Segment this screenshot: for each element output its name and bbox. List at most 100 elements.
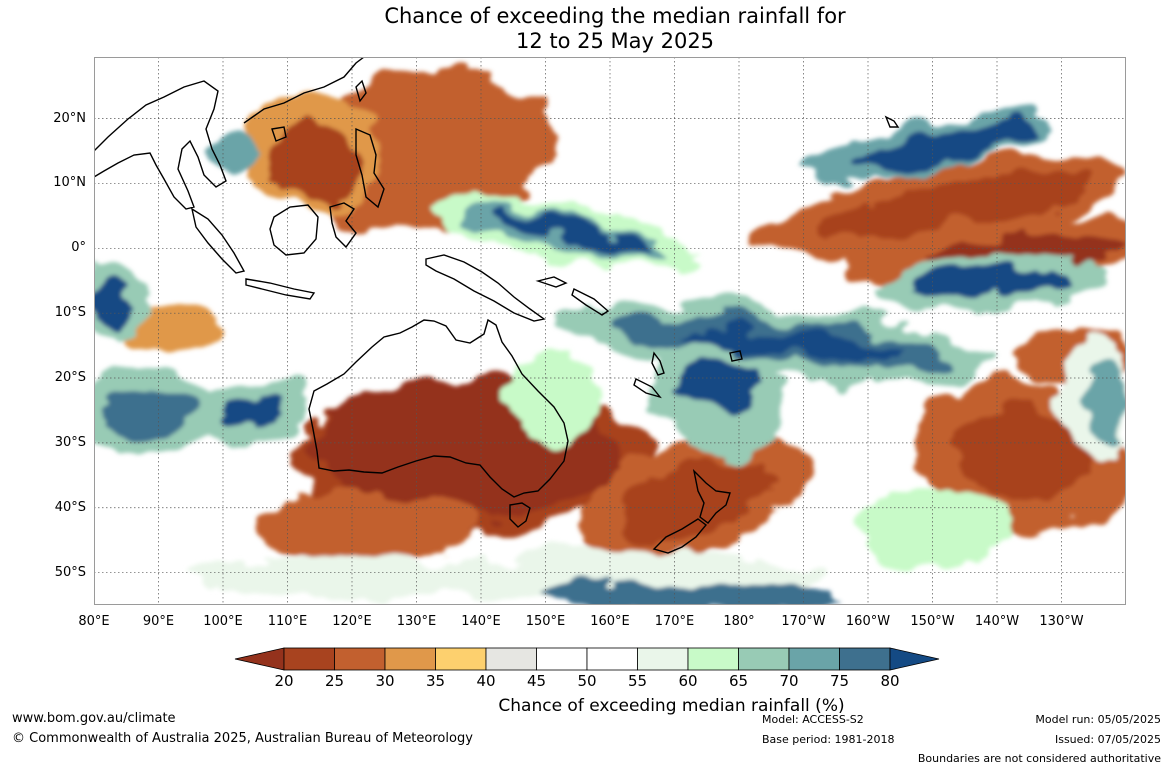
map-frame <box>94 57 1126 605</box>
longitude-label: 150°W <box>910 614 955 629</box>
probability-region <box>495 213 653 251</box>
hainan-coastline <box>271 126 287 142</box>
colorbar-tick-label: 65 <box>728 672 749 690</box>
tasmania-coastline <box>509 502 531 528</box>
colorbar-tick-label: 20 <box>274 672 294 690</box>
colorbar-label: Chance of exceeding median rainfall (%) <box>498 696 845 716</box>
taiwan-coastline <box>355 79 367 103</box>
colorbar-tick-label: 35 <box>425 672 446 690</box>
probability-region <box>509 352 599 442</box>
longitude-label: 140°E <box>461 614 501 629</box>
probability-region <box>955 409 1093 505</box>
latitude-label: 10°S <box>54 305 86 321</box>
longitude-label: 160°W <box>845 614 891 629</box>
vanuatu-coastline <box>651 351 665 376</box>
longitude-label: 100°E <box>203 614 243 629</box>
coastlines <box>94 57 900 554</box>
issued-date: Issued: 07/05/2025 <box>1054 733 1161 746</box>
probability-region <box>1086 357 1122 437</box>
colorbar-box <box>738 647 790 671</box>
rainfall-map-svg <box>94 57 1126 605</box>
java-coastline <box>245 278 316 300</box>
longitude-label: 150°E <box>525 614 566 629</box>
longitude-label: 160°E <box>590 614 630 629</box>
base-period: Base period: 1981-2018 <box>762 733 895 746</box>
probability-region <box>129 302 219 352</box>
borneo-coastline <box>269 204 319 256</box>
colorbar-box <box>384 647 436 671</box>
nz-north-island-coastline <box>692 468 731 524</box>
chart-title: Chance of exceeding the median rainfall … <box>0 4 1173 54</box>
solomon-islands-coastline <box>571 288 610 316</box>
probability-region <box>305 378 543 476</box>
title-line-2: 12 to 25 May 2025 <box>515 29 715 53</box>
probability-region <box>209 127 259 177</box>
colorbar-tick-label: 75 <box>829 672 850 690</box>
colorbar-box <box>586 647 638 671</box>
latitude-label: 50°S <box>54 564 86 580</box>
probability-region <box>854 487 1014 567</box>
new-guinea-coastline <box>425 254 546 322</box>
australia-coastline <box>308 318 569 498</box>
longitude-label: 130°E <box>396 614 437 629</box>
asia-mainland-coastline <box>94 80 227 210</box>
colorbar-tick-label: 50 <box>577 672 597 690</box>
probability-region <box>224 398 284 426</box>
sulawesi-coastline <box>329 202 357 249</box>
sumatra-coastline <box>190 207 246 274</box>
latitude-label: 20°S <box>54 370 86 386</box>
hawaii-coastline <box>884 115 900 128</box>
longitude-label: 110°E <box>267 614 308 629</box>
latitude-label: 40°S <box>54 499 86 515</box>
probability-region <box>674 329 914 361</box>
probability-region <box>254 492 474 562</box>
website-link[interactable]: www.bom.gov.au/climate <box>12 711 176 726</box>
colorbar-upper-extend <box>889 647 940 671</box>
rainfall-map <box>94 57 1126 605</box>
colorbar-tick-label: 40 <box>476 672 496 690</box>
latitude-label: 10°N <box>53 175 86 191</box>
longitude-label: 130°W <box>1039 614 1084 629</box>
probability-region <box>617 454 771 540</box>
probability-region <box>914 268 1074 296</box>
latitude-label: 0° <box>71 240 86 256</box>
new-britain-coastline <box>535 276 568 288</box>
colorbar-tick-label: 55 <box>627 672 648 690</box>
colorbar-box <box>687 647 739 671</box>
longitude-label: 90°E <box>142 614 175 629</box>
colorbar-box <box>485 647 537 671</box>
boundaries-disclaimer: Boundaries are not considered authoritat… <box>917 752 1161 765</box>
colorbar-box <box>788 647 840 671</box>
probability-field <box>94 70 1126 605</box>
longitude-label: 140°W <box>974 614 1020 629</box>
colorbar-svg <box>234 647 940 671</box>
probability-region <box>816 173 1092 241</box>
colorbar-box <box>839 647 891 671</box>
colorbar-tick-label: 30 <box>375 672 395 690</box>
probability-region <box>269 122 359 202</box>
colorbar <box>234 646 940 672</box>
probability-region <box>682 357 756 417</box>
colorbar-lower-extend <box>234 647 285 671</box>
latitude-label: 20°N <box>53 110 86 126</box>
longitude-label: 180° <box>723 614 755 629</box>
philippines-coastline <box>355 127 385 209</box>
model-name: Model: ACCESS-S2 <box>762 713 864 726</box>
colorbar-box <box>536 647 588 671</box>
colorbar-tick-label: 70 <box>779 672 799 690</box>
longitude-label: 170°W <box>781 614 826 629</box>
longitude-label: 170°E <box>654 614 695 629</box>
china-east-coastline <box>243 57 365 124</box>
colorbar-box <box>435 647 487 671</box>
colorbar-tick-label: 25 <box>324 672 345 690</box>
colorbar-tick-label: 60 <box>678 672 698 690</box>
colorbar-box <box>637 647 689 671</box>
longitude-label: 80°E <box>78 614 110 629</box>
graticule <box>94 57 1126 605</box>
colorbar-box <box>334 647 386 671</box>
probability-region <box>544 583 844 605</box>
colorbar-tick-label: 45 <box>526 672 547 690</box>
probability-region <box>855 126 1033 168</box>
fiji-coastline <box>729 350 743 362</box>
latitude-label: 30°S <box>54 434 86 450</box>
